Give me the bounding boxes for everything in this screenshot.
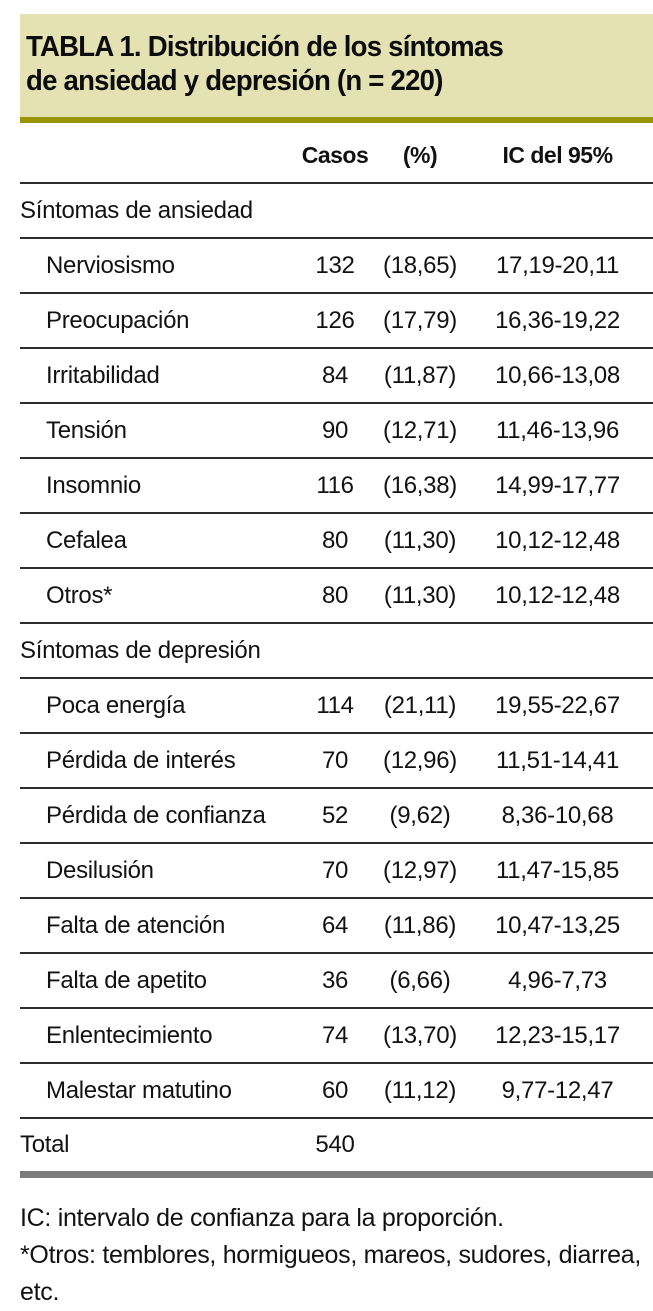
table-figure: TABLA 1. Distribución de los síntomas de… xyxy=(20,14,653,1311)
casos-value: 60 xyxy=(321,1076,349,1104)
casos-value: 126 xyxy=(315,306,355,334)
table-title-box: TABLA 1. Distribución de los síntomas de… xyxy=(20,14,653,117)
symptom-label: Malestar matutino xyxy=(46,1076,232,1104)
table-row: Tensión 90 (12,71) 11,46-13,96 xyxy=(20,404,653,459)
casos-value: 74 xyxy=(321,1021,349,1049)
ci-value: 4,96-7,73 xyxy=(508,966,607,994)
casos-value: 52 xyxy=(321,801,349,829)
symptom-label: Nerviosismo xyxy=(46,251,175,279)
footnotes: IC: intervalo de confianza para la propo… xyxy=(20,1200,653,1311)
table-row: Otros* 80 (11,30) 10,12-12,48 xyxy=(20,569,653,624)
ci-value: 10,12-12,48 xyxy=(495,526,620,554)
percent-value: (16,38) xyxy=(383,471,457,499)
ci-value: 11,47-15,85 xyxy=(495,856,620,884)
percent-value: (11,87) xyxy=(383,361,457,389)
section-header: Síntomas de ansiedad xyxy=(20,184,653,239)
ci-value: 19,55-22,67 xyxy=(495,691,620,719)
symptom-label: Desilusión xyxy=(46,856,154,884)
table-row: Enlentecimiento 74 (13,70) 12,23-15,17 xyxy=(20,1009,653,1064)
symptom-label: Otros* xyxy=(46,581,113,609)
casos-value: 116 xyxy=(316,471,354,499)
column-header-casos: Casos xyxy=(301,142,369,168)
casos-value: 90 xyxy=(321,416,349,444)
percent-value: (18,65) xyxy=(383,251,457,279)
table-row: Pérdida de confianza 52 (9,62) 8,36-10,68 xyxy=(20,789,653,844)
table-row: Cefalea 80 (11,30) 10,12-12,48 xyxy=(20,514,653,569)
casos-value: 64 xyxy=(321,911,349,939)
table-row: Falta de atención 64 (11,86) 10,47-13,25 xyxy=(20,899,653,954)
percent-value: (12,96) xyxy=(383,746,457,774)
ci-value: 10,66-13,08 xyxy=(495,361,620,389)
symptom-label: Insomnio xyxy=(46,471,141,499)
ci-value: 10,47-13,25 xyxy=(495,911,620,939)
symptom-label: Tensión xyxy=(46,416,127,444)
casos-value: 70 xyxy=(321,856,349,884)
ci-value: 11,51-14,41 xyxy=(495,746,620,774)
table-row: Insomnio 116 (16,38) 14,99-17,77 xyxy=(20,459,653,514)
total-label: Total xyxy=(20,1131,70,1158)
table-row: Irritabilidad 84 (11,87) 10,66-13,08 xyxy=(20,349,653,404)
symptom-label: Pérdida de interés xyxy=(46,746,236,774)
percent-value: (13,70) xyxy=(383,1021,457,1049)
ci-value: 12,23-15,17 xyxy=(495,1021,620,1049)
percent-value: (11,30) xyxy=(383,526,457,554)
table-row: Desilusión 70 (12,97) 11,47-15,85 xyxy=(20,844,653,899)
casos-value: 80 xyxy=(321,526,349,554)
table-row: Pérdida de interés 70 (12,96) 11,51-14,41 xyxy=(20,734,653,789)
percent-value: (12,71) xyxy=(383,416,457,444)
accent-bar xyxy=(20,117,653,123)
symptom-label: Enlentecimiento xyxy=(46,1021,213,1049)
ci-value: 9,77-12,47 xyxy=(501,1076,614,1104)
bottom-bar xyxy=(20,1171,653,1178)
footnote-otros-definition: *Otros: temblores, hormigueos, mareos, s… xyxy=(20,1241,641,1306)
percent-value: (9,62) xyxy=(389,801,451,829)
table-title-line1: TABLA 1. Distribución de los síntomas xyxy=(26,31,504,63)
symptom-label: Falta de atención xyxy=(46,911,226,939)
casos-value: 84 xyxy=(321,361,349,389)
ci-value: 11,46-13,96 xyxy=(495,416,620,444)
table-row: Malestar matutino 60 (11,12) 9,77-12,47 xyxy=(20,1064,653,1119)
ci-value: 14,99-17,77 xyxy=(495,471,620,499)
symptom-label: Irritabilidad xyxy=(46,361,160,389)
percent-value: (11,12) xyxy=(383,1076,457,1104)
casos-value: 80 xyxy=(321,581,349,609)
symptom-label: Falta de apetito xyxy=(46,966,207,994)
casos-value: 70 xyxy=(321,746,349,774)
casos-value: 36 xyxy=(321,966,349,994)
table-header-row: Casos (%) IC del 95% xyxy=(20,129,653,184)
percent-value: (11,30) xyxy=(383,581,457,609)
table-row: Preocupación 126 (17,79) 16,36-19,22 xyxy=(20,294,653,349)
table-title-line2: de ansiedad y depresión (n = 220) xyxy=(26,65,443,97)
data-table: Casos (%) IC del 95% Síntomas de ansieda… xyxy=(20,129,653,1178)
footnote-ic-definition: IC: intervalo de confianza para la propo… xyxy=(20,1204,504,1232)
table-row: Falta de apetito 36 (6,66) 4,96-7,73 xyxy=(20,954,653,1009)
column-header-ic: IC del 95% xyxy=(502,142,613,168)
total-casos-value: 540 xyxy=(315,1131,355,1158)
percent-value: (11,86) xyxy=(383,911,457,939)
section-header: Síntomas de depresión xyxy=(20,624,653,679)
symptom-label: Pérdida de confianza xyxy=(46,801,266,829)
total-row: Total 540 xyxy=(20,1119,653,1171)
percent-value: (6,66) xyxy=(389,966,451,994)
symptom-label: Preocupación xyxy=(46,306,190,334)
ci-value: 10,12-12,48 xyxy=(495,581,620,609)
ci-value: 17,19-20,11 xyxy=(495,251,620,279)
casos-value: 132 xyxy=(315,251,355,279)
ci-value: 8,36-10,68 xyxy=(501,801,614,829)
percent-value: (21,11) xyxy=(383,691,457,719)
percent-value: (17,79) xyxy=(383,306,457,334)
percent-value: (12,97) xyxy=(383,856,457,884)
table-rows: Síntomas de ansiedad Nerviosismo 132 (18,65… xyxy=(20,184,653,1119)
ci-value: 16,36-19,22 xyxy=(495,306,620,334)
table-row: Nerviosismo 132 (18,65) 17,19-20,11 xyxy=(20,239,653,294)
casos-value: 114 xyxy=(316,691,354,719)
table-row: Poca energía 114 (21,11) 19,55-22,67 xyxy=(20,679,653,734)
column-header-pct: (%) xyxy=(402,142,438,168)
symptom-label: Cefalea xyxy=(46,526,127,554)
symptom-label: Poca energía xyxy=(46,691,186,719)
